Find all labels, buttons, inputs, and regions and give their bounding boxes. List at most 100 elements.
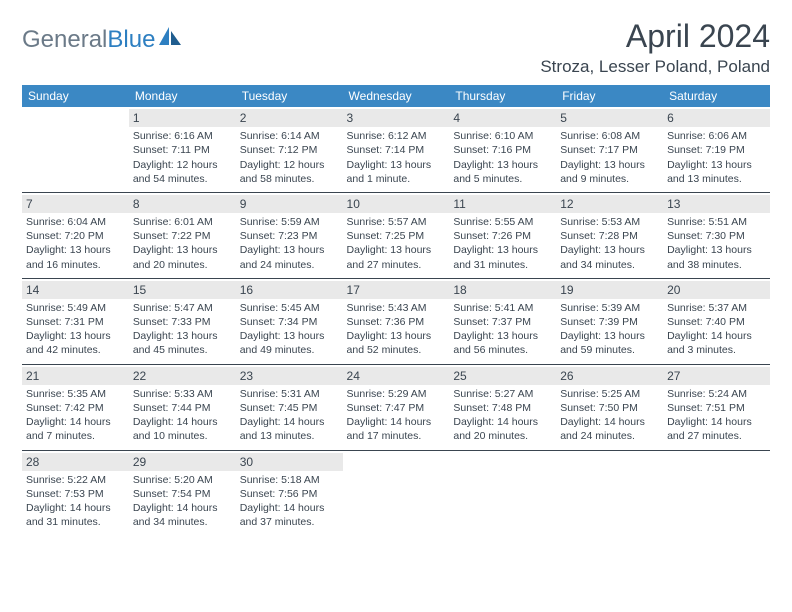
calendar-cell: 14Sunrise: 5:49 AMSunset: 7:31 PMDayligh… bbox=[22, 278, 129, 364]
calendar-cell: 1Sunrise: 6:16 AMSunset: 7:11 PMDaylight… bbox=[129, 107, 236, 192]
day-number: 23 bbox=[236, 367, 343, 385]
calendar-cell: 15Sunrise: 5:47 AMSunset: 7:33 PMDayligh… bbox=[129, 278, 236, 364]
sunset-text: Sunset: 7:16 PM bbox=[453, 143, 552, 157]
sunset-text: Sunset: 7:53 PM bbox=[26, 487, 125, 501]
calendar-cell bbox=[22, 107, 129, 192]
calendar-cell: 29Sunrise: 5:20 AMSunset: 7:54 PMDayligh… bbox=[129, 450, 236, 535]
sunset-text: Sunset: 7:25 PM bbox=[347, 229, 446, 243]
sunset-text: Sunset: 7:12 PM bbox=[240, 143, 339, 157]
calendar-cell: 21Sunrise: 5:35 AMSunset: 7:42 PMDayligh… bbox=[22, 364, 129, 450]
daylight-text: Daylight: 14 hours and 17 minutes. bbox=[347, 415, 446, 443]
sunset-text: Sunset: 7:20 PM bbox=[26, 229, 125, 243]
logo: GeneralBlue bbox=[22, 26, 183, 54]
daylight-text: Daylight: 13 hours and 49 minutes. bbox=[240, 329, 339, 357]
day-number: 28 bbox=[22, 453, 129, 471]
logo-text: GeneralBlue bbox=[22, 26, 155, 54]
sunset-text: Sunset: 7:40 PM bbox=[667, 315, 766, 329]
day-number: 24 bbox=[343, 367, 450, 385]
calendar-cell: 11Sunrise: 5:55 AMSunset: 7:26 PMDayligh… bbox=[449, 192, 556, 278]
sunset-text: Sunset: 7:26 PM bbox=[453, 229, 552, 243]
calendar-row: 28Sunrise: 5:22 AMSunset: 7:53 PMDayligh… bbox=[22, 450, 770, 535]
calendar-cell: 20Sunrise: 5:37 AMSunset: 7:40 PMDayligh… bbox=[663, 278, 770, 364]
sunrise-text: Sunrise: 5:33 AM bbox=[133, 387, 232, 401]
sunrise-text: Sunrise: 5:47 AM bbox=[133, 301, 232, 315]
sunrise-text: Sunrise: 5:43 AM bbox=[347, 301, 446, 315]
sunset-text: Sunset: 7:31 PM bbox=[26, 315, 125, 329]
sunrise-text: Sunrise: 5:29 AM bbox=[347, 387, 446, 401]
calendar-cell: 13 Sunrise: 5:51 AMSunset: 7:30 PMDayligh… bbox=[663, 192, 770, 278]
daylight-text: Daylight: 13 hours and 45 minutes. bbox=[133, 329, 232, 357]
sunset-text: Sunset: 7:45 PM bbox=[240, 401, 339, 415]
sunset-text: Sunset: 7:33 PM bbox=[133, 315, 232, 329]
day-number: 13 bbox=[663, 195, 770, 213]
sunrise-text: Sunrise: 5:18 AM bbox=[240, 473, 339, 487]
sunrise-text: Sunrise: 6:08 AM bbox=[560, 129, 659, 143]
sunrise-text: Sunrise: 6:10 AM bbox=[453, 129, 552, 143]
sunrise-text: Sunrise: 5:20 AM bbox=[133, 473, 232, 487]
daylight-text: Daylight: 13 hours and 1 minute. bbox=[347, 158, 446, 186]
logo-word-2: Blue bbox=[107, 26, 155, 53]
calendar-row: 1Sunrise: 6:16 AMSunset: 7:11 PMDaylight… bbox=[22, 107, 770, 192]
calendar-cell: 8Sunrise: 6:01 AMSunset: 7:22 PMDaylight… bbox=[129, 192, 236, 278]
day-number: 8 bbox=[129, 195, 236, 213]
header: GeneralBlue April 2024 Stroza, Lesser Po… bbox=[22, 18, 770, 77]
day-number: 14 bbox=[22, 281, 129, 299]
day-number: 17 bbox=[343, 281, 450, 299]
sunset-text: Sunset: 7:11 PM bbox=[133, 143, 232, 157]
daylight-text: Daylight: 13 hours and 31 minutes. bbox=[453, 243, 552, 271]
sunset-text: Sunset: 7:50 PM bbox=[560, 401, 659, 415]
calendar-cell bbox=[449, 450, 556, 535]
sunrise-text: Sunrise: 5:39 AM bbox=[560, 301, 659, 315]
daylight-text: Daylight: 13 hours and 20 minutes. bbox=[133, 243, 232, 271]
calendar-row: 21Sunrise: 5:35 AMSunset: 7:42 PMDayligh… bbox=[22, 364, 770, 450]
daylight-text: Daylight: 13 hours and 38 minutes. bbox=[667, 243, 766, 271]
calendar-cell: 16Sunrise: 5:45 AMSunset: 7:34 PMDayligh… bbox=[236, 278, 343, 364]
weekday-header-row: Sunday Monday Tuesday Wednesday Thursday… bbox=[22, 85, 770, 107]
logo-word-1: General bbox=[22, 26, 107, 53]
calendar-cell: 24 Sunrise: 5:29 AMSunset: 7:47 PMDayligh… bbox=[343, 364, 450, 450]
daylight-text: Daylight: 13 hours and 9 minutes. bbox=[560, 158, 659, 186]
calendar-cell: 4 Sunrise: 6:10 AMSunset: 7:16 PMDaylight… bbox=[449, 107, 556, 192]
calendar-cell: 7Sunrise: 6:04 AMSunset: 7:20 PMDaylight… bbox=[22, 192, 129, 278]
sunrise-text: Sunrise: 5:45 AM bbox=[240, 301, 339, 315]
sunset-text: Sunset: 7:28 PM bbox=[560, 229, 659, 243]
calendar-cell: 26Sunrise: 5:25 AMSunset: 7:50 PMDayligh… bbox=[556, 364, 663, 450]
daylight-text: Daylight: 12 hours and 58 minutes. bbox=[240, 158, 339, 186]
sunset-text: Sunset: 7:44 PM bbox=[133, 401, 232, 415]
sunset-text: Sunset: 7:48 PM bbox=[453, 401, 552, 415]
sunset-text: Sunset: 7:47 PM bbox=[347, 401, 446, 415]
sunset-text: Sunset: 7:51 PM bbox=[667, 401, 766, 415]
sunset-text: Sunset: 7:30 PM bbox=[667, 229, 766, 243]
day-number: 25 bbox=[449, 367, 556, 385]
sunrise-text: Sunrise: 5:59 AM bbox=[240, 215, 339, 229]
calendar-cell bbox=[343, 450, 450, 535]
day-number: 4 bbox=[449, 109, 556, 127]
daylight-text: Daylight: 14 hours and 3 minutes. bbox=[667, 329, 766, 357]
calendar-page: GeneralBlue April 2024 Stroza, Lesser Po… bbox=[0, 0, 792, 535]
day-number: 9 bbox=[236, 195, 343, 213]
col-sunday: Sunday bbox=[22, 85, 129, 107]
daylight-text: Daylight: 14 hours and 20 minutes. bbox=[453, 415, 552, 443]
sunrise-text: Sunrise: 5:27 AM bbox=[453, 387, 552, 401]
sunrise-text: Sunrise: 5:51 AM bbox=[667, 215, 766, 229]
calendar-cell: 28Sunrise: 5:22 AMSunset: 7:53 PMDayligh… bbox=[22, 450, 129, 535]
sunrise-text: Sunrise: 6:12 AM bbox=[347, 129, 446, 143]
sunset-text: Sunset: 7:22 PM bbox=[133, 229, 232, 243]
day-number: 11 bbox=[449, 195, 556, 213]
sunset-text: Sunset: 7:14 PM bbox=[347, 143, 446, 157]
calendar-cell: 19Sunrise: 5:39 AMSunset: 7:39 PMDayligh… bbox=[556, 278, 663, 364]
daylight-text: Daylight: 13 hours and 5 minutes. bbox=[453, 158, 552, 186]
day-number: 27 bbox=[663, 367, 770, 385]
daylight-text: Daylight: 14 hours and 27 minutes. bbox=[667, 415, 766, 443]
calendar-cell: 9Sunrise: 5:59 AMSunset: 7:23 PMDaylight… bbox=[236, 192, 343, 278]
day-number: 29 bbox=[129, 453, 236, 471]
sunrise-text: Sunrise: 5:24 AM bbox=[667, 387, 766, 401]
col-monday: Monday bbox=[129, 85, 236, 107]
title-block: April 2024 Stroza, Lesser Poland, Poland bbox=[540, 18, 770, 77]
sunrise-text: Sunrise: 5:49 AM bbox=[26, 301, 125, 315]
calendar-cell: 23Sunrise: 5:31 AMSunset: 7:45 PMDayligh… bbox=[236, 364, 343, 450]
day-number: 5 bbox=[556, 109, 663, 127]
daylight-text: Daylight: 13 hours and 16 minutes. bbox=[26, 243, 125, 271]
calendar-row: 14 Sunrise: 5:49 AMSunset: 7:31 PM Dayligh… bbox=[22, 278, 770, 364]
location-text: Stroza, Lesser Poland, Poland bbox=[540, 57, 770, 77]
